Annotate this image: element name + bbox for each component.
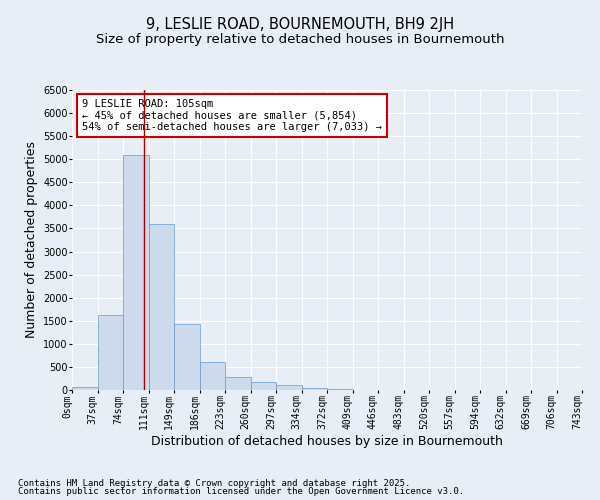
Bar: [72, 386, 97, 390]
Bar: [276, 386, 302, 390]
Y-axis label: Number of detached properties: Number of detached properties: [25, 142, 38, 338]
Bar: [225, 377, 251, 390]
Bar: [302, 388, 327, 390]
Text: Contains public sector information licensed under the Open Government Licence v3: Contains public sector information licen…: [18, 487, 464, 496]
Text: Size of property relative to detached houses in Bournemouth: Size of property relative to detached ho…: [96, 32, 504, 46]
Bar: [251, 382, 276, 390]
Text: Contains HM Land Registry data © Crown copyright and database right 2025.: Contains HM Land Registry data © Crown c…: [18, 478, 410, 488]
Bar: [174, 324, 199, 390]
X-axis label: Distribution of detached houses by size in Bournemouth: Distribution of detached houses by size …: [151, 435, 503, 448]
Bar: [97, 315, 123, 390]
Bar: [149, 224, 174, 390]
Bar: [123, 154, 149, 390]
Text: 9, LESLIE ROAD, BOURNEMOUTH, BH9 2JH: 9, LESLIE ROAD, BOURNEMOUTH, BH9 2JH: [146, 18, 454, 32]
Bar: [327, 389, 353, 390]
Text: 9 LESLIE ROAD: 105sqm
← 45% of detached houses are smaller (5,854)
54% of semi-d: 9 LESLIE ROAD: 105sqm ← 45% of detached …: [82, 99, 382, 132]
Bar: [199, 362, 225, 390]
